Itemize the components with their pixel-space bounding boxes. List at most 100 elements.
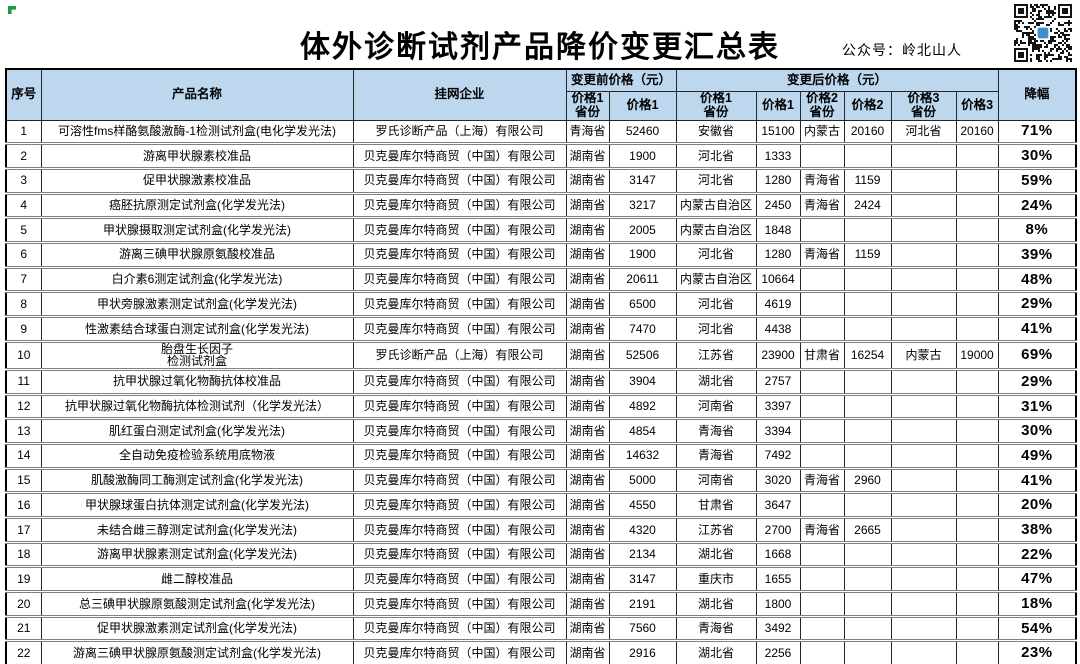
cell-product: 促甲状腺激素测定试剂盒(化学发光法) [40, 616, 354, 643]
cell-discount: 48% [997, 267, 1077, 294]
cell-product: 甲状旁腺激素测定试剂盒(化学发光法) [40, 291, 354, 318]
cell-product: 白介素6测定试剂盒(化学发光法) [40, 267, 354, 294]
cell-after_p3 [955, 591, 999, 618]
cell-before_p1: 5000 [608, 468, 677, 495]
cell-before_p1_province: 湖南省 [565, 566, 610, 594]
cell-no: 14 [5, 443, 42, 470]
cell-after_p2_province: 青海省 [799, 517, 845, 544]
cell-after_p3_province [890, 369, 957, 396]
table-row: 12 抗甲状腺过氧化物酶抗体检测试剂（化学发光法） 贝克曼库尔特商贸（中国）有限公司… [5, 394, 1077, 421]
table-row: 18 游离甲状腺素测定试剂盒(化学发光法) 贝克曼库尔特商贸（中国）有限公司 湖南省 2… [5, 542, 1077, 569]
col-header-after-group: 变更后价格（元） [675, 69, 999, 92]
cell-after_p2_province [799, 418, 845, 445]
cell-after_p2_province: 青海省 [799, 193, 845, 220]
col-header-no: 序号 [5, 69, 42, 121]
cell-after_p1: 3397 [755, 394, 801, 421]
cell-after_p1_province: 湖北省 [675, 591, 757, 618]
cell-before_p1_province: 湖南省 [565, 291, 610, 318]
cell-no: 8 [5, 291, 42, 318]
cell-before_p1_province: 湖南省 [565, 217, 610, 244]
cell-no: 3 [5, 168, 42, 195]
cell-no: 17 [5, 517, 42, 544]
cell-product: 游离甲状腺素测定试剂盒(化学发光法) [40, 542, 354, 569]
cell-before_p1: 7560 [608, 616, 677, 643]
cell-before_p1_province: 湖南省 [565, 443, 610, 470]
cell-no: 6 [5, 242, 42, 269]
cell-after_p3 [955, 193, 999, 220]
table-row: 1 可溶性fms样酪氨酸激酶-1检测试剂盒(电化学发光法) 罗氏诊断产品（上海）有限… [5, 120, 1077, 146]
cell-no: 19 [5, 566, 42, 594]
cell-before_p1_province: 湖南省 [565, 468, 610, 495]
cell-before_p1_province: 湖南省 [565, 369, 610, 396]
cell-after_p3_province: 河北省 [890, 120, 957, 146]
cell-after_p3_province [890, 267, 957, 294]
cell-company: 贝克曼库尔特商贸（中国）有限公司 [352, 492, 567, 519]
cell-before_p1_province: 湖南省 [565, 616, 610, 643]
cell-after_p3_province [890, 468, 957, 495]
cell-company: 贝克曼库尔特商贸（中国）有限公司 [352, 443, 567, 470]
cell-after_p2 [843, 217, 892, 244]
cell-company: 贝克曼库尔特商贸（中国）有限公司 [352, 242, 567, 269]
col-header-before-group: 变更前价格（元） [565, 69, 677, 92]
cell-product: 性激素结合球蛋白测定试剂盒(化学发光法) [40, 316, 354, 343]
cell-after_p2 [843, 616, 892, 643]
cell-after_p3 [955, 517, 999, 544]
cell-before_p1: 4320 [608, 517, 677, 544]
cell-after_p1_province: 河北省 [675, 143, 757, 170]
cell-after_p3: 20160 [955, 120, 999, 146]
cell-product: 癌胚抗原测定试剂盒(化学发光法) [40, 193, 354, 220]
cell-after_p3_province [890, 418, 957, 445]
cell-after_p2_province [799, 443, 845, 470]
cell-after_p2_province [799, 566, 845, 594]
cell-product: 游离三碘甲状腺原氨酸校准品 [40, 242, 354, 269]
cell-product: 抗甲状腺过氧化物酶抗体校准品 [40, 369, 354, 396]
cell-discount: 30% [997, 418, 1077, 445]
cell-before_p1: 1900 [608, 143, 677, 170]
cell-no: 22 [5, 640, 42, 664]
cell-before_p1: 3904 [608, 369, 677, 396]
cell-company: 贝克曼库尔特商贸（中国）有限公司 [352, 316, 567, 343]
cell-after_p2 [843, 443, 892, 470]
cell-no: 2 [5, 143, 42, 170]
cell-discount: 54% [997, 616, 1077, 643]
table-row: 11 抗甲状腺过氧化物酶抗体校准品 贝克曼库尔特商贸（中国）有限公司 湖南省 3904 湖… [5, 369, 1077, 396]
cell-before_p1: 1900 [608, 242, 677, 269]
cell-discount: 31% [997, 394, 1077, 421]
cell-before_p1_province: 湖南省 [565, 591, 610, 618]
table-row: 8 甲状旁腺激素测定试剂盒(化学发光法) 贝克曼库尔特商贸（中国）有限公司 湖南省 65… [5, 291, 1077, 318]
cell-after_p1_province: 湖北省 [675, 542, 757, 569]
cell-before_p1: 52460 [608, 120, 677, 146]
cell-after_p2 [843, 394, 892, 421]
table-row: 2 游离甲状腺素校准品 贝克曼库尔特商贸（中国）有限公司 湖南省 1900 河北省 1333… [5, 143, 1077, 170]
cell-company: 罗氏诊断产品（上海）有限公司 [352, 120, 567, 146]
table-row: 16 甲状腺球蛋白抗体测定试剂盒(化学发光法) 贝克曼库尔特商贸（中国）有限公司 湖南… [5, 492, 1077, 519]
table-row: 10 胎盘生长因子 检测试剂盒 罗氏诊断产品（上海）有限公司 湖南省 52506 江苏省 23… [5, 341, 1077, 371]
cell-before_p1: 7470 [608, 316, 677, 343]
account-label: 公众号：岭北山人 [842, 42, 962, 58]
cell-after_p1_province: 青海省 [675, 616, 757, 643]
cell-discount: 22% [997, 542, 1077, 569]
cell-before_p1: 4892 [608, 394, 677, 421]
cell-company: 罗氏诊断产品（上海）有限公司 [352, 341, 567, 371]
cell-after_p1_province: 江苏省 [675, 517, 757, 544]
col-header-after-p3-province: 价格3 省份 [890, 91, 957, 121]
cell-no: 11 [5, 369, 42, 396]
cell-after_p2_province [799, 267, 845, 294]
cell-after_p3 [955, 143, 999, 170]
cell-after_p1: 3394 [755, 418, 801, 445]
cell-discount: 20% [997, 492, 1077, 519]
table-row: 19 雌二醇校准品 贝克曼库尔特商贸（中国）有限公司 湖南省 3147 重庆市 1655 47… [5, 566, 1077, 594]
table-row: 5 甲状腺摄取测定试剂盒(化学发光法) 贝克曼库尔特商贸（中国）有限公司 湖南省 200… [5, 217, 1077, 244]
cell-after_p2_province [799, 616, 845, 643]
cell-after_p1_province: 河北省 [675, 291, 757, 318]
cell-company: 贝克曼库尔特商贸（中国）有限公司 [352, 542, 567, 569]
cell-company: 贝克曼库尔特商贸（中国）有限公司 [352, 418, 567, 445]
cell-after_p2 [843, 566, 892, 594]
col-header-discount: 降幅 [997, 69, 1077, 121]
cell-after_p3 [955, 418, 999, 445]
cell-after_p3_province [890, 242, 957, 269]
table-row: 17 未结合雌三醇测定试剂盒(化学发光法) 贝克曼库尔特商贸（中国）有限公司 湖南省 4… [5, 517, 1077, 544]
cell-after_p2: 2665 [843, 517, 892, 544]
cell-after_p1_province: 湖北省 [675, 369, 757, 396]
table-row: 15 肌酸激酶同工酶测定试剂盒(化学发光法) 贝克曼库尔特商贸（中国）有限公司 湖南省… [5, 468, 1077, 495]
